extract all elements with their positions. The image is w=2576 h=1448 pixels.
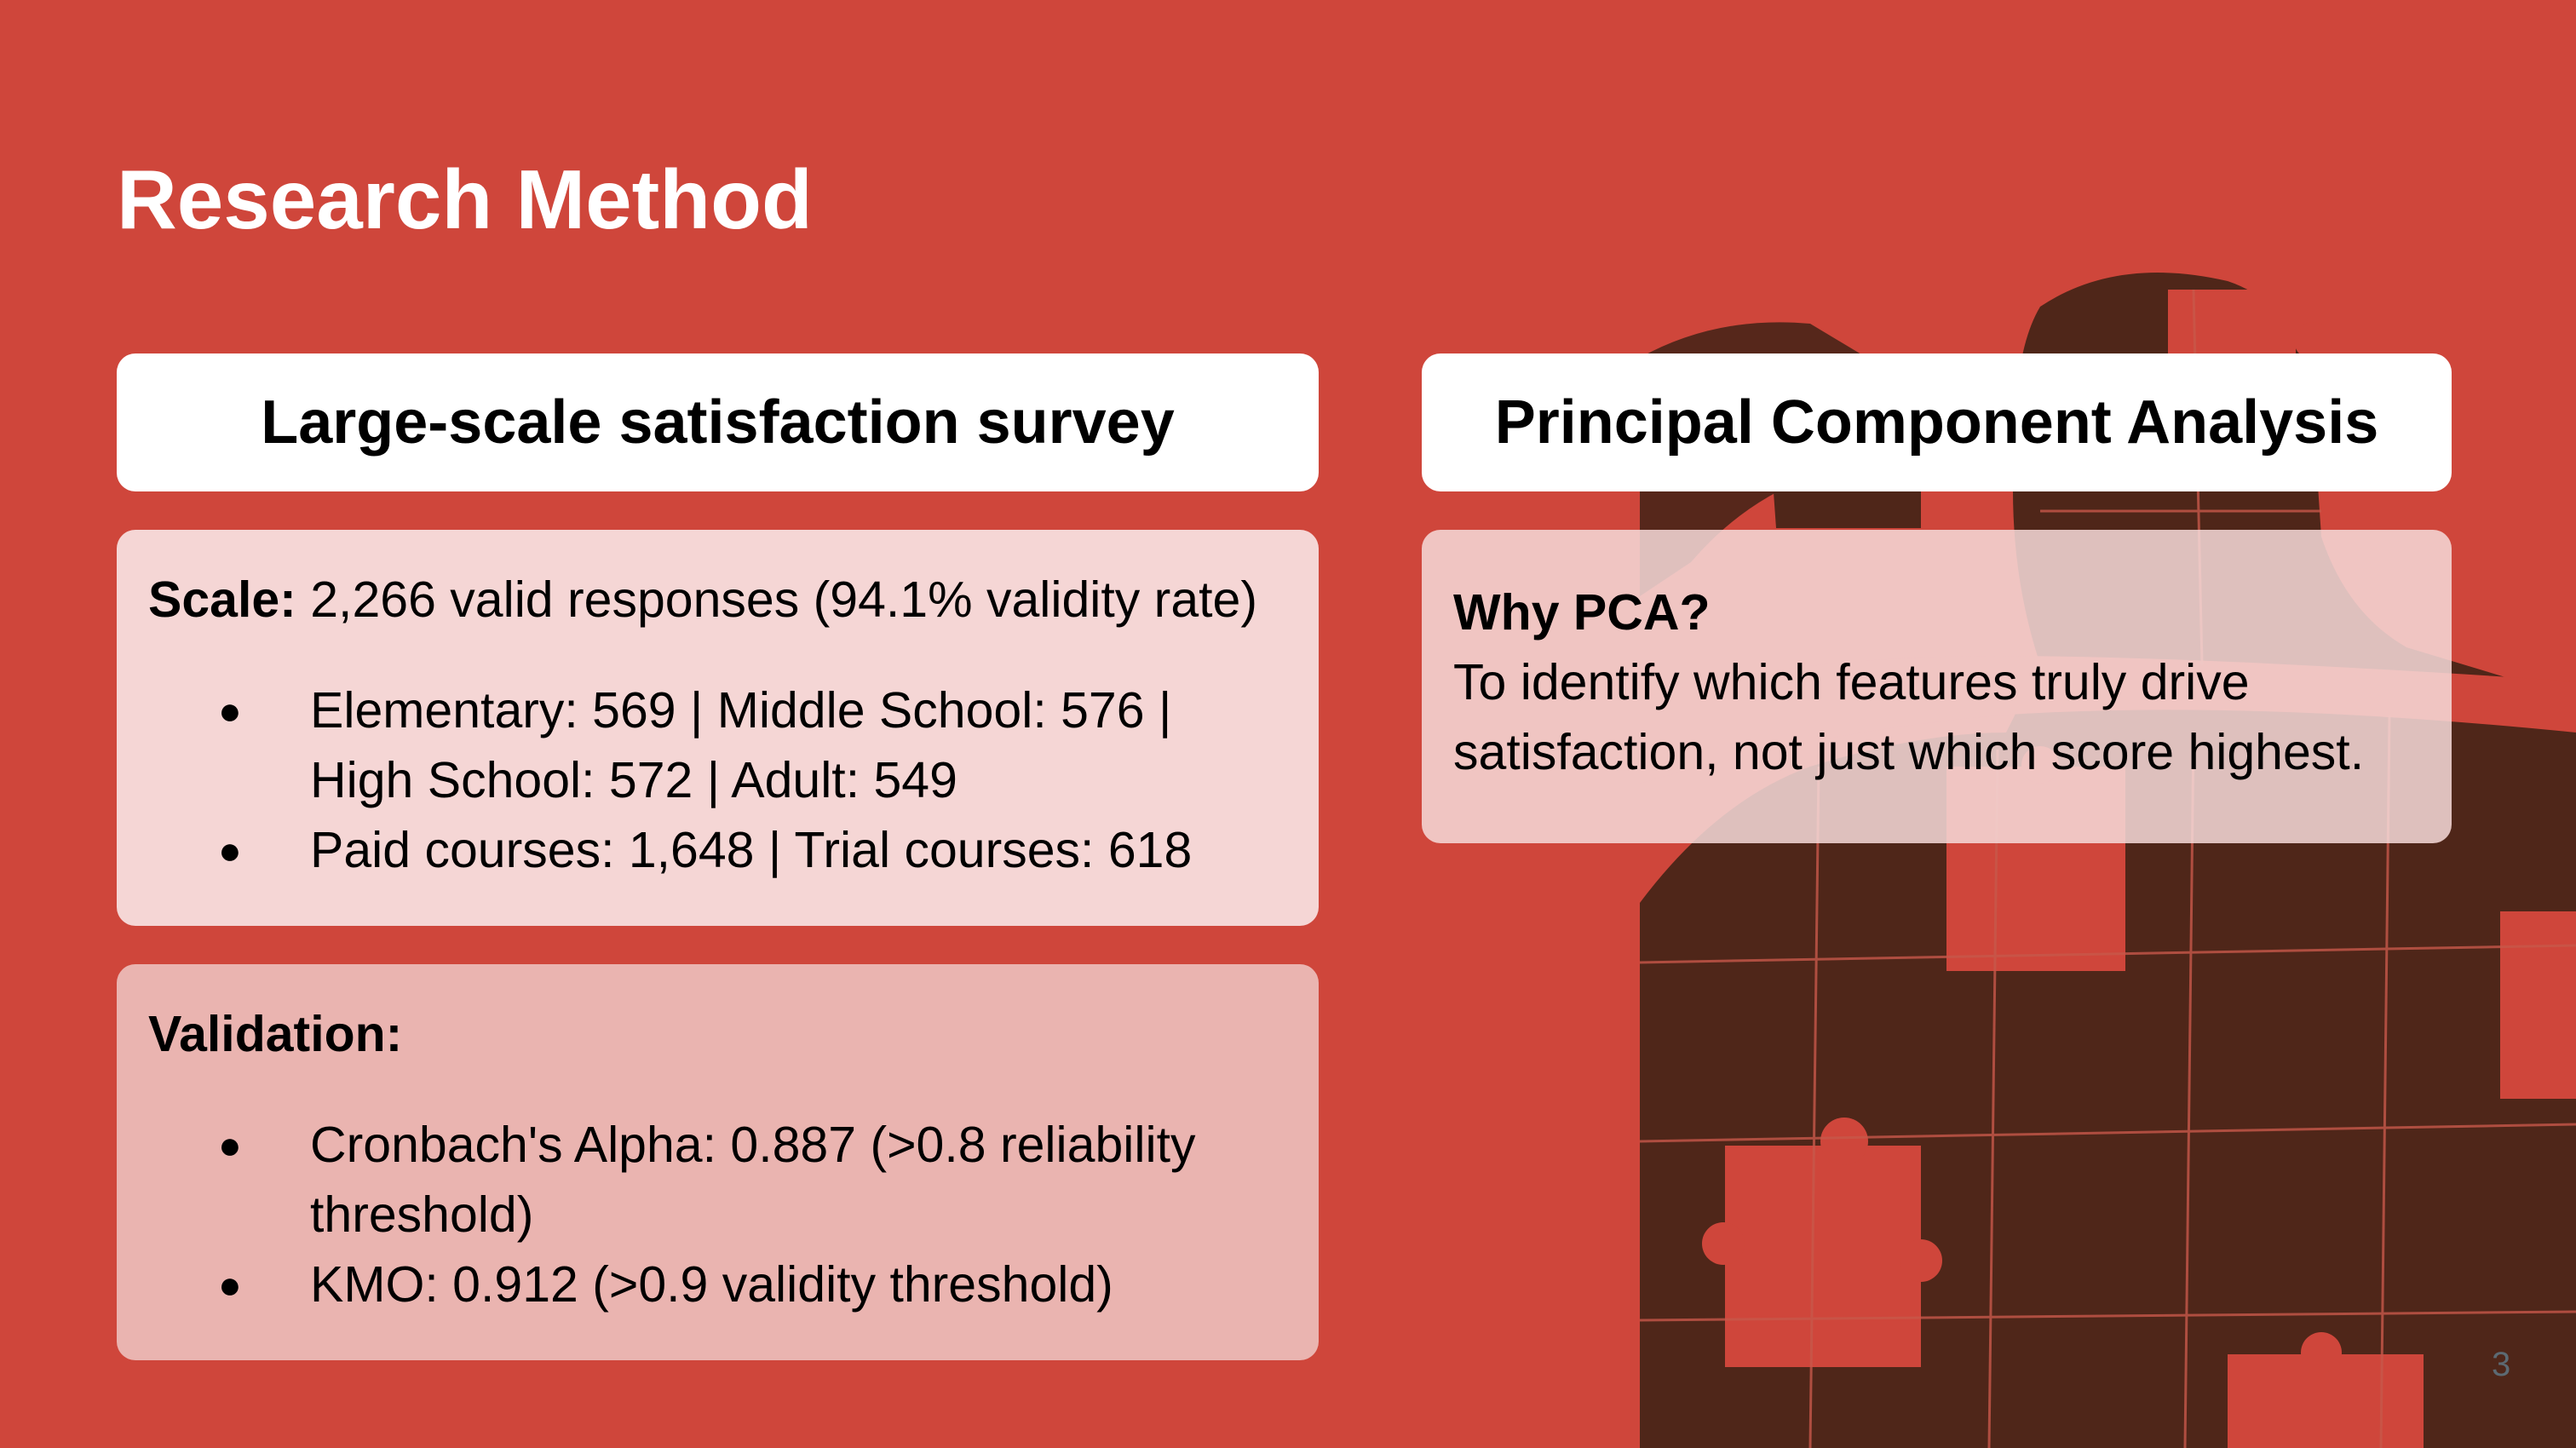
scale-lead: Scale: 2,266 valid responses (94.1% vali…	[148, 565, 1293, 635]
pca-explanation-line-1: To identify which features truly drive	[1453, 654, 2250, 710]
validation-bullet-item: ● Cronbach's Alpha: 0.887 (>0.8 reliabil…	[148, 1110, 1293, 1250]
pca-question: Why PCA?	[1453, 584, 1711, 641]
bullet-icon: ●	[218, 1123, 242, 1167]
pca-header-box: Principal Component Analysis	[1422, 353, 2452, 491]
validation-bullet-list: ● Cronbach's Alpha: 0.887 (>0.8 reliabil…	[148, 1110, 1293, 1319]
validation-label: Validation:	[148, 1006, 403, 1062]
page-number: 3	[2492, 1346, 2511, 1383]
bullet-icon: ●	[218, 688, 242, 733]
scale-bullet-item: ● Paid courses: 1,648 | Trial courses: 6…	[148, 815, 1293, 885]
scale-bullet-list: ● Elementary: 569 | Middle School: 576 |…	[148, 675, 1293, 885]
scale-bullet-item: ● Elementary: 569 | Middle School: 576 |…	[148, 675, 1293, 815]
bullet-icon: ●	[218, 1262, 242, 1307]
survey-header-text: Large-scale satisfaction survey	[261, 388, 1175, 457]
scale-text: 2,266 valid responses (94.1% validity ra…	[296, 572, 1257, 628]
scale-label: Scale:	[148, 572, 296, 628]
survey-header-box: Large-scale satisfaction survey	[117, 353, 1319, 491]
page-title: Research Method	[117, 152, 813, 246]
validation-lead: Validation:	[148, 999, 1293, 1069]
validation-bullet-item: ● KMO: 0.912 (>0.9 validity threshold)	[148, 1250, 1293, 1319]
scale-box: Scale: 2,266 valid responses (94.1% vali…	[117, 530, 1319, 926]
pca-explanation-line-2: satisfaction, not just which score highe…	[1453, 724, 2365, 780]
bullet-icon: ●	[218, 828, 242, 872]
pca-header-text: Principal Component Analysis	[1494, 388, 2379, 457]
validation-box: Validation: ● Cronbach's Alpha: 0.887 (>…	[117, 964, 1319, 1360]
pca-box: Why PCA? To identify which features trul…	[1422, 530, 2452, 843]
